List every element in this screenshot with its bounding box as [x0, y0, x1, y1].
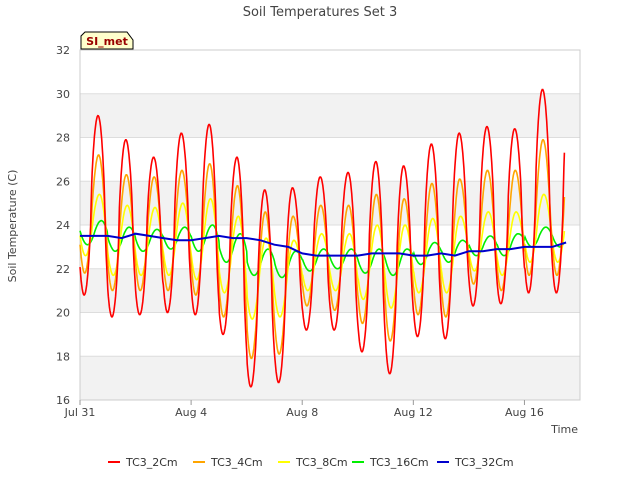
- x-tick-label: Aug 12: [394, 406, 433, 419]
- y-axis-label: Soil Temperature (C): [6, 170, 19, 283]
- x-tick-label: Jul 31: [64, 406, 96, 419]
- y-tick-label: 24: [56, 219, 70, 232]
- y-tick-label: 16: [56, 394, 70, 407]
- plot-band: [80, 93, 580, 138]
- x-tick-label: Aug 8: [286, 406, 318, 419]
- y-tick-label: 18: [56, 350, 70, 363]
- legend-label: TC3_16Cm: [369, 456, 429, 469]
- y-tick-label: 32: [56, 44, 70, 57]
- legend-label: TC3_8Cm: [295, 456, 348, 469]
- site-badge-box: [80, 31, 134, 50]
- y-tick-label: 20: [56, 307, 70, 320]
- legend: TC3_2Cm TC3_4Cm TC3_8Cm TC3_16Cm TC3_32Cm: [108, 456, 514, 469]
- series-line-tc3-2cm: [79, 88, 566, 388]
- y-tick-label: 28: [56, 132, 70, 145]
- y-tick-label: 26: [56, 175, 70, 188]
- plot-band: [80, 356, 580, 400]
- series-line-tc3-32cm: [80, 232, 567, 257]
- y-tick-label: 30: [56, 88, 70, 101]
- y-tick-label: 22: [56, 263, 70, 276]
- legend-label: TC3_2Cm: [125, 456, 178, 469]
- plot-band: [80, 181, 580, 225]
- x-tick-label: Aug 4: [175, 406, 207, 419]
- chart-title: Soil Temperatures Set 3: [243, 5, 398, 20]
- y-axis-ticks: 16 18 20 22 24 26 28 30 32: [56, 44, 70, 407]
- legend-label: TC3_4Cm: [210, 456, 263, 469]
- x-axis-label: Time: [550, 423, 578, 436]
- x-axis-ticks: Jul 31 Aug 4 Aug 8 Aug 12 Aug 16: [64, 400, 544, 419]
- x-tick-label: Aug 16: [505, 406, 544, 419]
- plot-frame: [79, 49, 581, 401]
- site-badge-label: SI_met: [86, 35, 128, 48]
- legend-label: TC3_32Cm: [454, 456, 514, 469]
- series-lines: [79, 88, 567, 388]
- site-badge: SI_met: [80, 31, 134, 50]
